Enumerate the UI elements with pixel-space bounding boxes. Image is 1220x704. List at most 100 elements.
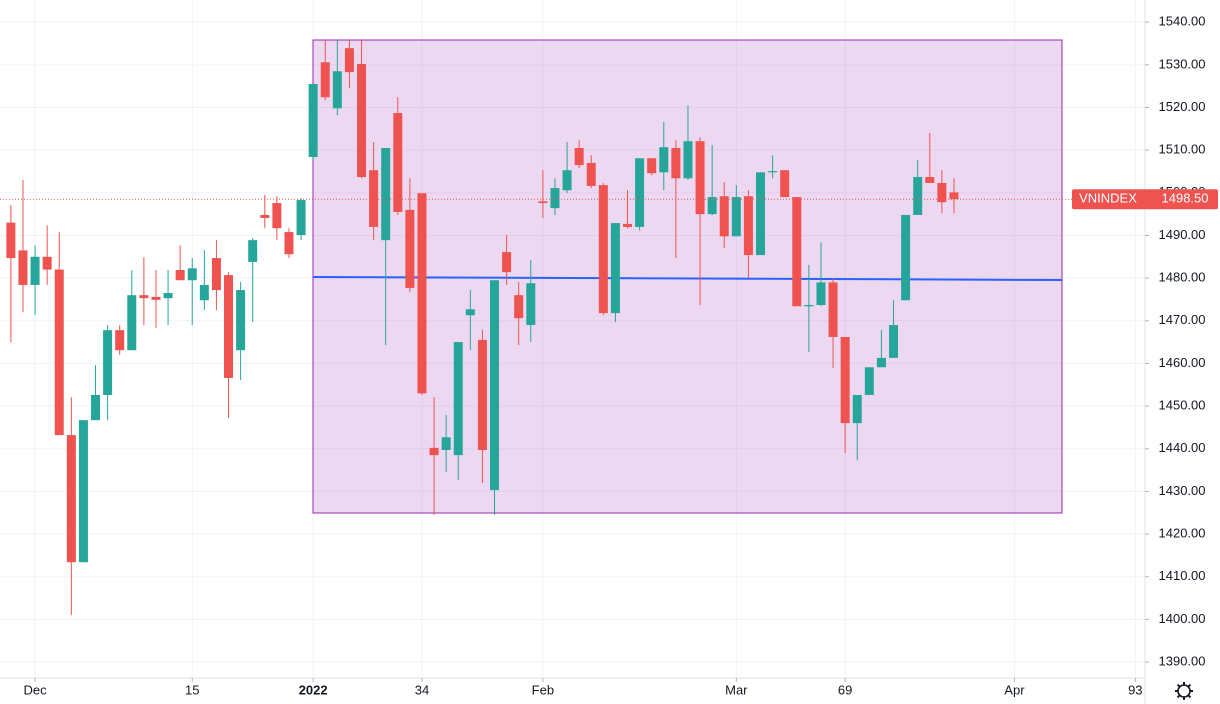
y-tick-label: 1530.00 — [1159, 56, 1206, 71]
candle-body — [6, 222, 16, 259]
y-tick-label: 1470.00 — [1159, 312, 1206, 327]
candle-body — [562, 170, 572, 191]
y-tick-label: 1460.00 — [1159, 355, 1206, 370]
candle-body — [296, 200, 306, 236]
candle-body — [610, 223, 620, 314]
candle-body — [151, 296, 161, 300]
candle-body — [804, 304, 814, 307]
settings-icon[interactable] — [1175, 682, 1193, 700]
candle-body — [876, 357, 886, 368]
candle-body — [115, 330, 125, 351]
candle-body — [586, 162, 596, 186]
candle-body — [453, 342, 463, 456]
y-tick-label: 1480.00 — [1159, 270, 1206, 285]
candle-body — [598, 185, 608, 314]
x-tick-label: 15 — [185, 682, 199, 697]
y-tick-label: 1420.00 — [1159, 525, 1206, 540]
x-tick-label: 34 — [415, 682, 429, 697]
candle-body — [405, 209, 415, 288]
candle-body — [332, 71, 342, 109]
x-tick-label: Mar — [725, 682, 748, 697]
candle-body — [901, 214, 911, 301]
candle-body — [731, 197, 741, 237]
candle-body — [719, 196, 729, 237]
candle-body — [671, 148, 681, 179]
x-tick-label: Feb — [532, 682, 554, 697]
candle-body — [828, 282, 838, 337]
candle-body — [127, 295, 137, 351]
candle-body — [272, 203, 282, 229]
candle-body — [211, 258, 221, 291]
candle-body — [550, 188, 560, 209]
candle-body — [477, 339, 487, 451]
y-tick-label: 1390.00 — [1159, 653, 1206, 668]
candle-body — [756, 172, 766, 256]
axes: 1390.00 1400.00 1410.00 1420.00 1430.00 1440.… — [24, 14, 1218, 697]
candle-body — [284, 232, 294, 255]
candle-body — [260, 214, 270, 218]
candle-body — [187, 268, 197, 281]
y-tick-label: 1400.00 — [1159, 611, 1206, 626]
y-tick-label: 1410.00 — [1159, 568, 1206, 583]
y-tick-label: 1450.00 — [1159, 398, 1206, 413]
candle-body — [393, 113, 403, 212]
x-tick-label: Dec — [24, 682, 48, 697]
candle-body — [743, 196, 753, 256]
candle-body — [574, 148, 584, 166]
candle-body — [465, 309, 475, 316]
y-tick-label: 1430.00 — [1159, 483, 1206, 498]
candle-body — [913, 177, 923, 215]
candle-body — [889, 325, 899, 358]
candle-body — [78, 420, 88, 563]
candle-body — [792, 197, 802, 307]
candle-body — [925, 177, 935, 183]
candle-body — [236, 290, 246, 351]
y-tick-label: 1440.00 — [1159, 440, 1206, 455]
candle-body — [949, 192, 959, 200]
candle-body — [91, 394, 101, 421]
candle-body — [441, 437, 451, 451]
x-tick-label: 93 — [1128, 682, 1142, 697]
candle-body — [357, 63, 367, 178]
candle-body — [18, 250, 28, 285]
candle-body — [526, 283, 536, 326]
candle-body — [780, 170, 790, 198]
candle-body — [695, 141, 705, 215]
y-tick-label: 1510.00 — [1159, 142, 1206, 157]
candle-body — [103, 330, 113, 395]
candle-body — [707, 197, 717, 215]
candle-body — [175, 270, 185, 281]
candle-body — [199, 284, 209, 301]
candle-body — [937, 182, 947, 203]
x-tick-label: 69 — [838, 682, 852, 697]
y-tick-label: 1520.00 — [1159, 99, 1206, 114]
candle-body — [840, 336, 850, 424]
price-tag-value: 1498.50 — [1162, 191, 1209, 206]
candle-body — [623, 223, 633, 227]
candle-body — [417, 193, 427, 394]
y-tick-label: 1490.00 — [1159, 227, 1206, 242]
grid — [0, 0, 1145, 678]
candle-body — [768, 171, 778, 173]
candle-body — [659, 147, 669, 173]
candle-body — [320, 62, 330, 98]
candle-body — [54, 269, 64, 436]
x-tick-label: Apr — [1004, 682, 1025, 697]
candle-body — [490, 280, 500, 491]
candle-body — [502, 252, 512, 273]
candle-body — [248, 240, 258, 262]
candle-body — [429, 447, 439, 456]
candles — [0, 40, 1072, 616]
trend-line[interactable] — [312, 276, 1063, 281]
candle-body — [864, 367, 874, 395]
candle-body — [538, 201, 548, 204]
candle-body — [66, 435, 76, 563]
x-tick-label: 2022 — [299, 682, 328, 697]
candle-body — [30, 256, 40, 285]
candle-body — [369, 170, 379, 227]
price-tag-name: VNINDEX — [1079, 191, 1137, 206]
y-tick-label: 1540.00 — [1159, 14, 1206, 29]
candle-body — [139, 295, 149, 299]
candle-body — [514, 295, 524, 319]
candle-body — [42, 256, 52, 270]
